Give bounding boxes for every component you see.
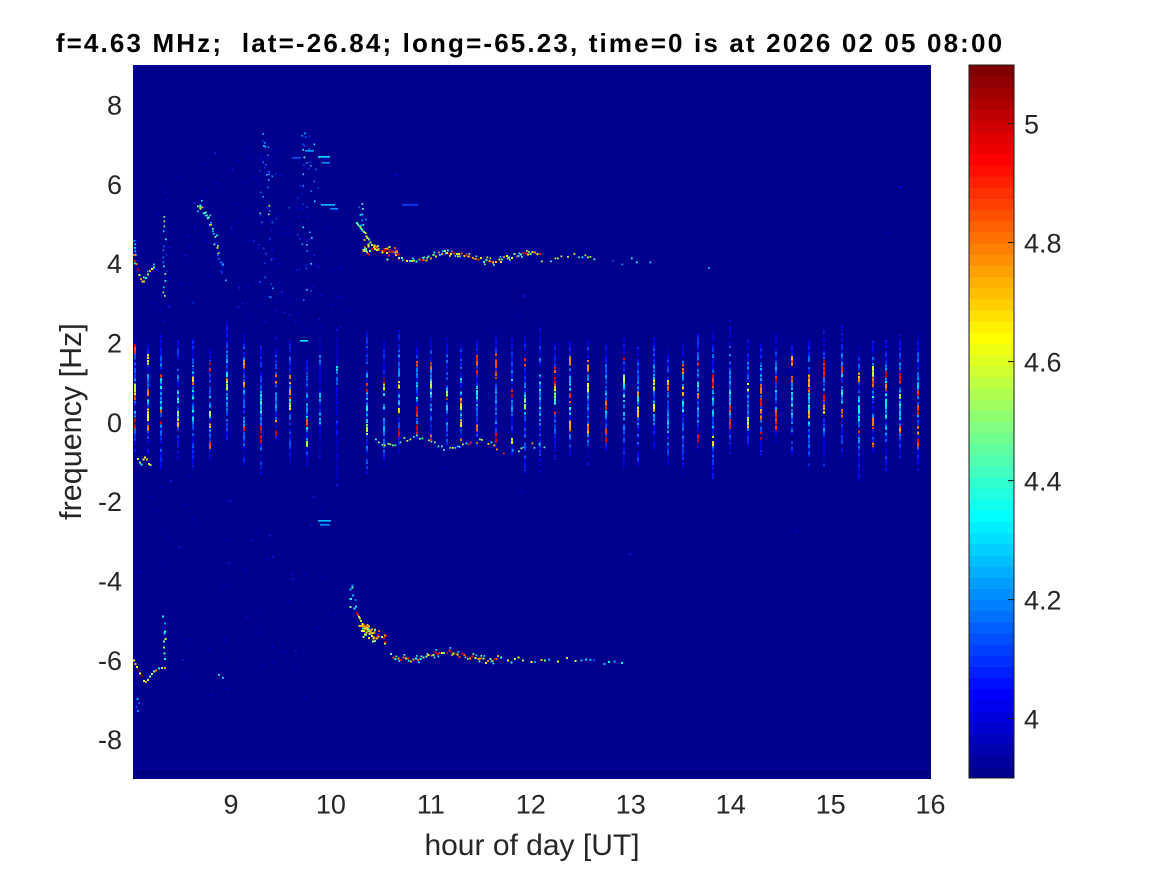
svg-text:-8: -8 — [98, 725, 122, 755]
svg-text:11: 11 — [417, 790, 445, 820]
svg-text:frequency [Hz]: frequency [Hz] — [54, 323, 88, 520]
svg-text:4.6: 4.6 — [1024, 347, 1062, 377]
svg-text:0: 0 — [107, 408, 122, 438]
svg-text:4.4: 4.4 — [1024, 466, 1062, 496]
svg-text:hour of day [UT]: hour of day [UT] — [424, 829, 639, 862]
svg-text:-6: -6 — [98, 646, 122, 676]
svg-text:13: 13 — [616, 790, 646, 820]
svg-text:-4: -4 — [98, 567, 122, 597]
svg-text:6: 6 — [107, 170, 122, 200]
svg-text:8: 8 — [107, 90, 122, 120]
svg-text:4: 4 — [107, 249, 122, 279]
svg-text:10: 10 — [316, 790, 346, 820]
svg-text:15: 15 — [816, 790, 846, 820]
svg-text:4.8: 4.8 — [1024, 228, 1062, 258]
svg-text:4: 4 — [1024, 704, 1039, 734]
svg-text:16: 16 — [915, 790, 945, 820]
svg-text:-2: -2 — [98, 487, 122, 517]
svg-text:f=4.63 MHz; lat=-26.84; long=: f=4.63 MHz; lat=-26.84; long=-65.23, tim… — [56, 28, 1004, 58]
svg-text:9: 9 — [223, 790, 238, 820]
svg-text:4.2: 4.2 — [1024, 585, 1062, 615]
svg-text:2: 2 — [107, 329, 122, 359]
svg-text:14: 14 — [716, 790, 746, 820]
svg-text:12: 12 — [516, 790, 546, 820]
svg-text:5: 5 — [1024, 109, 1039, 139]
